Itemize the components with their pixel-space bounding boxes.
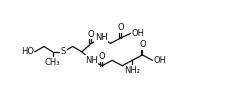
Text: NH₂: NH₂ [124,66,140,75]
Text: O: O [88,30,95,39]
Text: O: O [99,52,105,61]
Text: OH: OH [153,56,166,65]
Text: O: O [117,23,124,32]
Text: CH₃: CH₃ [45,58,60,67]
Text: O: O [139,40,146,49]
Text: NH: NH [85,56,98,65]
Text: HO: HO [21,47,34,56]
Text: OH: OH [132,29,145,38]
Text: S: S [61,47,66,56]
Text: NH: NH [95,33,108,43]
